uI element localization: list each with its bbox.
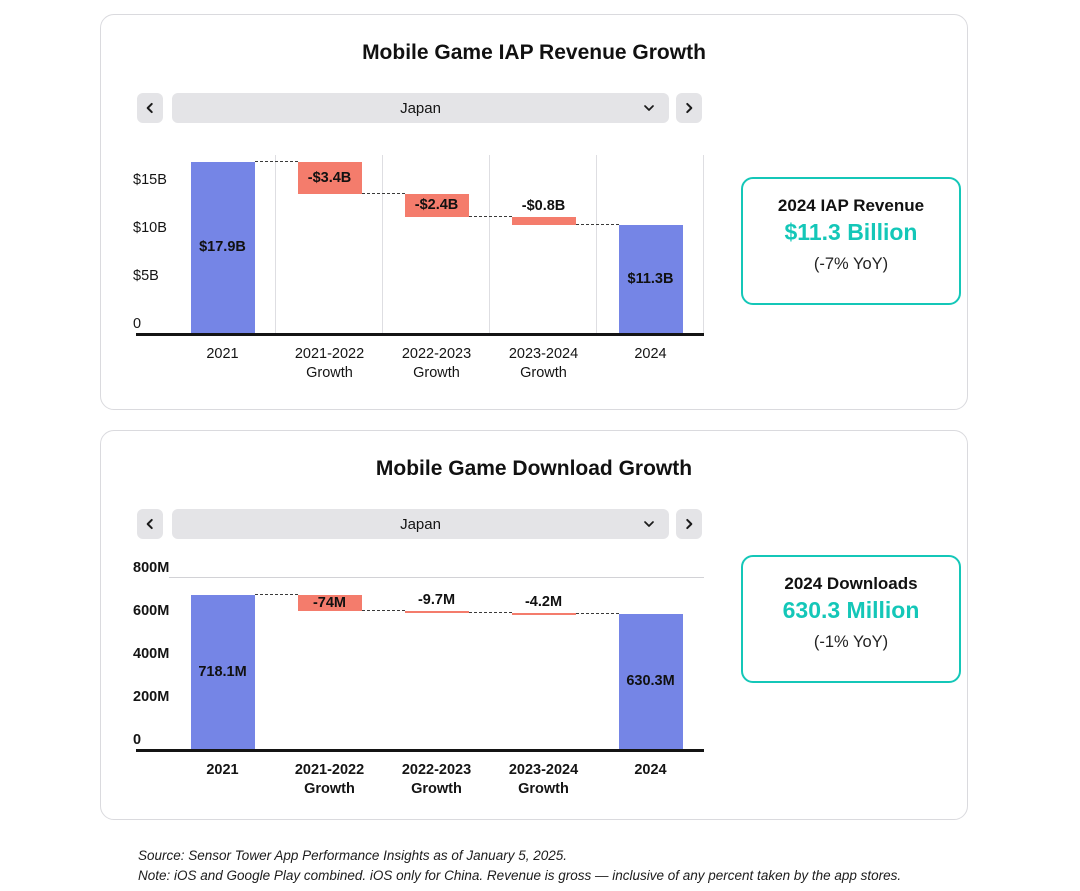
delta-bar: -$3.4B — [297, 161, 362, 195]
footnote: Source: Sensor Tower App Performance Ins… — [138, 846, 901, 886]
delta-bar — [511, 217, 576, 225]
x-axis-label: 2024 — [634, 346, 667, 362]
summary-value: 630.3 Million — [782, 597, 920, 623]
chevron-left-icon — [143, 101, 157, 115]
x-axis-label: 2021-2022 Growth — [294, 762, 365, 797]
y-axis-tick-label: 0 — [133, 316, 142, 332]
chevron-right-icon — [682, 101, 696, 115]
connector-line — [361, 609, 405, 611]
previous-country-button[interactable] — [137, 509, 163, 539]
connector-line — [468, 611, 512, 613]
source-text: Source: Sensor Tower App Performance Ins… — [138, 848, 567, 863]
iap-waterfall-chart: 0 $5B $10B $15B $17.9B -$3.4B -$2.4B -$0.8B $11.… — [133, 155, 704, 381]
bar-value-label: -$2.4B — [414, 197, 459, 214]
bar-value-label: -74M — [312, 594, 347, 611]
connector-line — [575, 612, 619, 614]
connector-line — [468, 216, 512, 218]
delta-bar: -74M — [297, 594, 362, 611]
x-axis-label: 2021 — [206, 762, 239, 778]
next-country-button[interactable] — [676, 93, 702, 123]
y-axis-tick-label: 600M — [133, 603, 170, 620]
delta-bar — [404, 610, 469, 614]
bar-value-label: -4.2M — [524, 593, 563, 610]
delta-bar — [511, 612, 576, 616]
x-axis-label: 2024 — [634, 762, 667, 778]
iap-revenue-panel: Mobile Game IAP Revenue Growth Japan 0 $5… — [100, 14, 968, 410]
download-waterfall-chart: 0 200M 400M 600M 800M 718.1M -74M -9.7M -4.2M 630… — [133, 560, 704, 797]
bar-value-label: 718.1M — [198, 663, 247, 680]
gridline — [703, 155, 704, 333]
y-axis-tick-label: $5B — [133, 268, 159, 285]
download-panel: Mobile Game Download Growth Japan 0 200M 4… — [100, 430, 968, 820]
y-axis-tick-label: 200M — [133, 689, 170, 706]
x-axis-label: 2022-2023 Growth — [401, 762, 472, 797]
x-axis-line — [136, 333, 704, 336]
x-axis-label: 2023-2024 Growth — [508, 762, 579, 797]
x-axis-label: 2021 — [206, 346, 239, 362]
iap-chart-title: Mobile Game IAP Revenue Growth — [362, 41, 706, 64]
chevron-left-icon — [143, 517, 157, 531]
y-axis-tick-label: 800M — [133, 560, 170, 577]
connector-line — [361, 193, 405, 195]
bar-value-label: 630.3M — [626, 673, 675, 690]
gridline — [596, 155, 597, 333]
gridline — [275, 155, 276, 333]
summary-yoy: (-7% YoY) — [813, 255, 889, 273]
revenue-summary-card: 2024 IAP Revenue $11.3 Billion (-7% YoY) — [741, 177, 961, 305]
total-bar: 718.1M — [190, 594, 255, 749]
total-bar: 630.3M — [618, 613, 683, 749]
chevron-down-icon — [641, 100, 657, 116]
summary-heading: 2024 Downloads — [784, 574, 918, 593]
x-axis-label: 2021-2022 Growth — [294, 346, 365, 381]
connector-line — [254, 593, 298, 595]
y-axis-tick-label: $10B — [133, 220, 167, 237]
country-dropdown-value: Japan — [400, 99, 441, 117]
connector-line — [254, 160, 298, 162]
delta-bar: -$2.4B — [404, 194, 469, 218]
chevron-down-icon — [641, 516, 657, 532]
total-bar: $11.3B — [618, 224, 683, 333]
country-dropdown[interactable]: Japan — [172, 509, 669, 539]
bar-value-label: -9.7M — [417, 591, 456, 608]
download-chart-title: Mobile Game Download Growth — [375, 457, 693, 480]
total-bar: $17.9B — [190, 161, 255, 333]
summary-value: $11.3 Billion — [784, 219, 918, 245]
y-axis-tick-label: $15B — [133, 172, 167, 189]
bar-value-label: $11.3B — [627, 270, 674, 287]
y-axis-tick-label: 0 — [133, 732, 142, 748]
y-axis-tick-label: 400M — [133, 646, 170, 663]
download-summary-card: 2024 Downloads 630.3 Million (-1% YoY) — [741, 555, 961, 683]
summary-yoy: (-1% YoY) — [813, 633, 889, 651]
gridline — [382, 155, 383, 333]
note-text: Note: iOS and Google Play combined. iOS … — [138, 868, 902, 883]
gridline — [489, 155, 490, 333]
next-country-button[interactable] — [676, 509, 702, 539]
bar-value-label: -$0.8B — [521, 198, 566, 215]
bar-value-label: -$3.4B — [307, 169, 352, 186]
country-dropdown-value: Japan — [400, 515, 441, 533]
summary-heading: 2024 IAP Revenue — [777, 196, 925, 215]
previous-country-button[interactable] — [137, 93, 163, 123]
x-axis-label: 2022-2023 Growth — [401, 346, 472, 381]
connector-line — [575, 223, 619, 225]
bar-value-label: $17.9B — [199, 239, 246, 256]
chevron-right-icon — [682, 517, 696, 531]
x-axis-label: 2023-2024 Growth — [508, 346, 579, 381]
x-axis-line — [136, 749, 704, 752]
gridline — [169, 577, 704, 579]
country-dropdown[interactable]: Japan — [172, 93, 669, 123]
